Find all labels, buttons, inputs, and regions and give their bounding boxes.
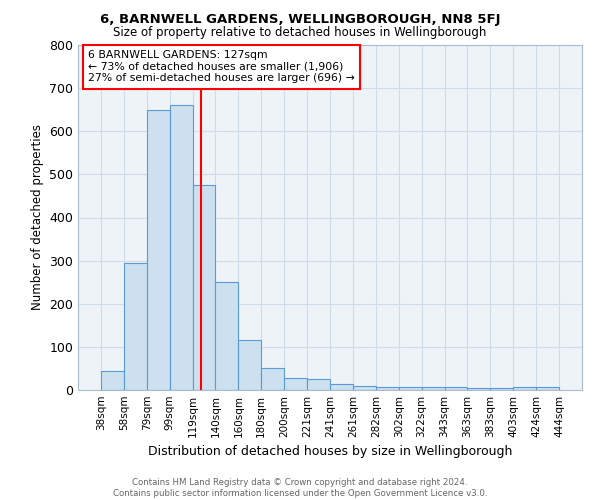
Bar bbox=[467, 388, 490, 390]
Text: Size of property relative to detached houses in Wellingborough: Size of property relative to detached ho… bbox=[113, 26, 487, 39]
Text: 6 BARNWELL GARDENS: 127sqm
← 73% of detached houses are smaller (1,906)
27% of s: 6 BARNWELL GARDENS: 127sqm ← 73% of deta… bbox=[88, 50, 355, 84]
Bar bbox=[193, 185, 215, 390]
Bar bbox=[445, 388, 467, 390]
Bar bbox=[261, 368, 284, 390]
Bar bbox=[238, 340, 261, 390]
Bar bbox=[170, 106, 193, 390]
Bar bbox=[215, 282, 238, 390]
Text: Contains HM Land Registry data © Crown copyright and database right 2024.
Contai: Contains HM Land Registry data © Crown c… bbox=[113, 478, 487, 498]
Bar bbox=[536, 386, 559, 390]
Bar bbox=[124, 263, 147, 390]
Bar bbox=[353, 386, 376, 390]
Bar bbox=[376, 386, 399, 390]
Bar bbox=[147, 110, 170, 390]
Text: 6, BARNWELL GARDENS, WELLINGBOROUGH, NN8 5FJ: 6, BARNWELL GARDENS, WELLINGBOROUGH, NN8… bbox=[100, 12, 500, 26]
Bar bbox=[101, 370, 124, 390]
Y-axis label: Number of detached properties: Number of detached properties bbox=[31, 124, 44, 310]
Bar bbox=[422, 388, 445, 390]
Bar bbox=[284, 378, 307, 390]
X-axis label: Distribution of detached houses by size in Wellingborough: Distribution of detached houses by size … bbox=[148, 446, 512, 458]
Bar bbox=[490, 388, 513, 390]
Bar bbox=[399, 387, 422, 390]
Bar bbox=[307, 379, 330, 390]
Bar bbox=[513, 386, 536, 390]
Bar bbox=[330, 384, 353, 390]
